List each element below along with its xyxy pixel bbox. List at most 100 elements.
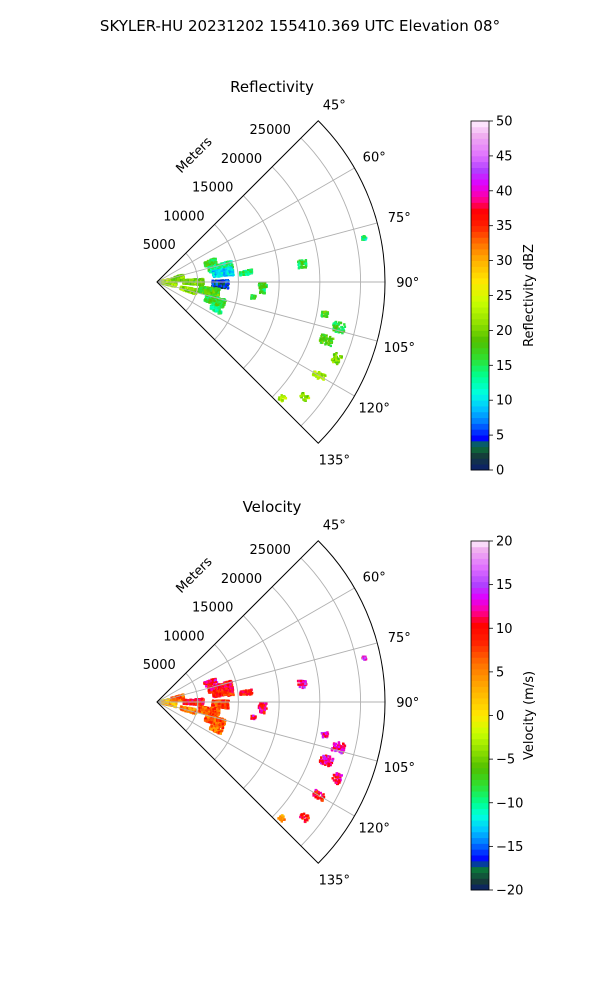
- echo-pixel: [228, 690, 231, 693]
- echo-pixel: [227, 272, 230, 275]
- echo-pixel: [339, 355, 342, 358]
- echo-pixel: [217, 687, 221, 690]
- echo-pixel: [211, 293, 214, 297]
- echo-pixel: [284, 397, 288, 400]
- echo-pixel: [205, 681, 208, 684]
- echo-cluster: [238, 268, 254, 277]
- echo-pixel: [224, 284, 228, 287]
- echo-cluster: [299, 392, 311, 402]
- echo-pixel: [277, 398, 281, 401]
- echo-pixel: [215, 691, 218, 694]
- echo-pixel: [209, 307, 213, 310]
- echo-pixel: [199, 289, 202, 292]
- echo-pixel: [208, 689, 211, 692]
- echo-pixel: [212, 284, 216, 287]
- echo-pixel: [182, 282, 186, 285]
- echo-pixel: [213, 701, 217, 704]
- echo-pixel: [203, 681, 207, 684]
- echo-pixel: [325, 342, 328, 345]
- echo-pixel: [282, 395, 285, 398]
- echo-pixel: [223, 685, 227, 689]
- echo-pixel: [166, 702, 169, 705]
- echo-pixel: [323, 310, 326, 314]
- echo-pixel: [195, 282, 198, 285]
- echo-pixel: [208, 298, 211, 301]
- echo-pixel: [217, 706, 220, 709]
- echo-pixel: [264, 285, 267, 288]
- echo-pixel: [177, 696, 180, 699]
- echo-pixel: [217, 307, 220, 310]
- echo-pixel: [171, 704, 174, 707]
- colorbar-segment: [471, 429, 489, 436]
- echo-pixel: [176, 697, 179, 700]
- echo-pixel: [333, 356, 336, 359]
- echo-cluster: [197, 285, 221, 298]
- echo-pixel: [222, 268, 225, 271]
- echo-pixel: [204, 263, 207, 267]
- angle-tick-label: 105°: [384, 341, 415, 356]
- echo-pixel: [301, 259, 304, 262]
- echo-pixel: [190, 279, 193, 282]
- echo-pixel: [175, 699, 178, 702]
- echo-pixel: [301, 394, 304, 397]
- echo-pixel: [246, 271, 249, 274]
- echo-pixel: [301, 262, 304, 265]
- colorbar-segment: [471, 301, 489, 308]
- echo-pixel: [225, 682, 229, 686]
- echo-pixel: [222, 693, 226, 697]
- echo-pixel: [215, 280, 219, 283]
- echo-pixel: [220, 688, 223, 692]
- echo-pixel: [226, 703, 229, 707]
- echo-pixel: [304, 259, 308, 262]
- echo-pixel: [248, 272, 251, 275]
- range-tick-label: 5000: [143, 238, 176, 253]
- echo-pixel: [323, 314, 326, 318]
- echo-pixel: [213, 695, 217, 699]
- angle-tick-label: 90°: [396, 276, 419, 291]
- echo-pixel: [197, 283, 200, 286]
- echo-pixel: [341, 331, 344, 335]
- echo-pixel: [225, 703, 228, 707]
- colorbar-segment: [471, 132, 489, 139]
- echo-pixel: [205, 291, 209, 294]
- echo-pixel: [211, 296, 214, 300]
- echo-pixel: [226, 283, 229, 286]
- echo-pixel: [261, 287, 264, 290]
- colorbar-tick-label: 25: [496, 289, 513, 304]
- colorbar-tick-label: 50: [496, 115, 513, 130]
- echo-pixel: [211, 259, 214, 262]
- echo-pixel: [227, 687, 230, 690]
- colorbar-segment: [471, 312, 489, 320]
- echo-pixel: [222, 272, 225, 275]
- echo-pixel: [216, 296, 219, 299]
- echo-pixel: [213, 689, 216, 693]
- echo-pixel: [304, 395, 307, 398]
- echo-pixel: [212, 691, 215, 695]
- echo-pixel: [179, 696, 183, 699]
- colorbar-segment: [471, 289, 489, 296]
- echo-pixel: [170, 699, 174, 703]
- echo-pixel: [250, 294, 254, 298]
- echo-pixel: [329, 344, 332, 348]
- echo-cluster: [203, 257, 218, 268]
- echo-pixel: [328, 337, 332, 341]
- echo-pixel: [321, 341, 324, 344]
- echo-pixel: [213, 282, 216, 286]
- colorbar-segment: [471, 260, 489, 267]
- echo-pixel: [323, 374, 327, 377]
- colorbar-segment: [471, 214, 489, 221]
- echo-cluster: [330, 352, 343, 366]
- echo-pixel: [190, 287, 193, 290]
- echo-pixel: [250, 297, 253, 300]
- echo-pixel: [339, 321, 343, 325]
- echo-pixel: [225, 273, 228, 277]
- echo-pixel: [321, 374, 324, 377]
- echo-pixel: [343, 325, 347, 328]
- echo-pixel: [219, 302, 223, 306]
- echo-pixel: [217, 279, 220, 283]
- echo-pixel: [223, 285, 226, 288]
- echo-pixel: [191, 291, 194, 295]
- echo-pixel: [263, 292, 266, 295]
- echo-pixel: [223, 703, 227, 707]
- echo-pixel: [192, 287, 195, 291]
